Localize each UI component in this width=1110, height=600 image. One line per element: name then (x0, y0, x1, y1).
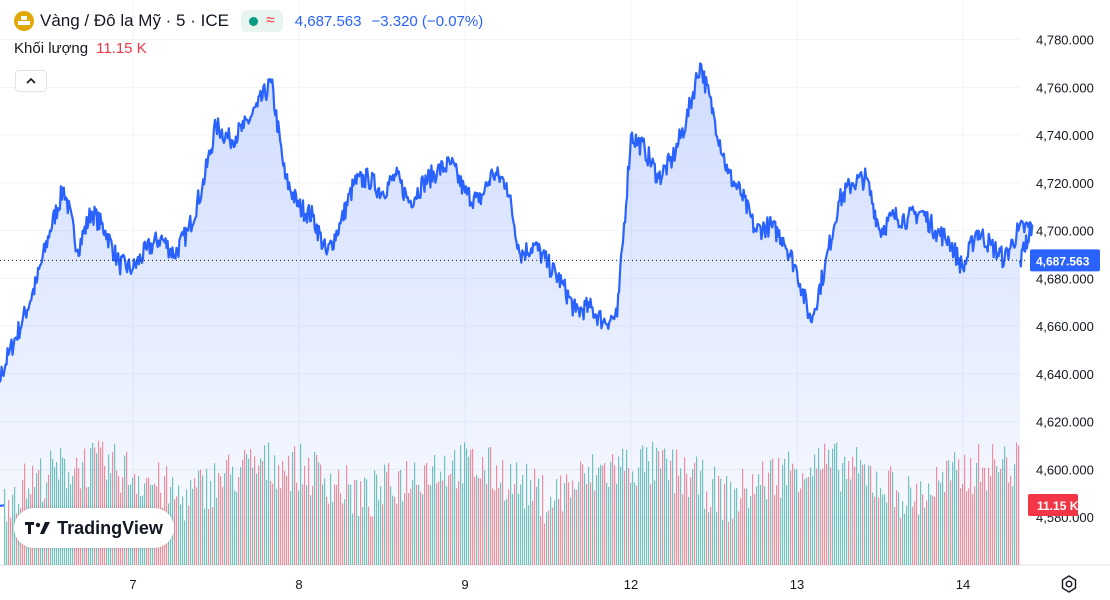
last-price-badge-text: 4,687.563 (1036, 254, 1090, 268)
symbol-header[interactable]: Vàng / Đô la Mỹ · 5 · ICE ≈ 4,687.563 −3… (14, 9, 483, 33)
y-tick-label: 4,740.000 (1036, 128, 1094, 143)
current-price: 4,687.563 (294, 12, 362, 30)
gold-bars-icon (14, 11, 34, 31)
price-change: −3.320 (−0.07%) (371, 12, 484, 30)
x-tick-label: 9 (461, 577, 468, 592)
x-tick-label: 13 (790, 577, 804, 592)
y-tick-label: 4,620.000 (1036, 415, 1094, 430)
gear-icon[interactable] (1059, 574, 1079, 594)
price-line (0, 62, 1034, 508)
y-tick-label: 4,680.000 (1036, 271, 1094, 286)
x-tick-label: 12 (624, 577, 638, 592)
y-tick-label: 4,640.000 (1036, 367, 1094, 382)
x-tick-label: 14 (956, 577, 970, 592)
tradingview-logo-icon (25, 522, 51, 534)
y-tick-label: 4,760.000 (1036, 80, 1094, 95)
market-status-pill[interactable]: ≈ (240, 10, 283, 32)
symbol-title[interactable]: Vàng / Đô la Mỹ · 5 · ICE (40, 11, 229, 30)
y-tick-label: 4,720.000 (1036, 176, 1094, 191)
y-axis[interactable]: 4,580.0004,600.0004,620.0004,640.0004,66… (1036, 33, 1094, 526)
volume-badge: 11.15 K (1028, 494, 1079, 516)
tradingview-logo[interactable]: TradingView (14, 508, 174, 548)
y-tick-label: 4,660.000 (1036, 319, 1094, 334)
x-tick-label: 8 (295, 577, 302, 592)
last-price-badge: 4,687.563 (1030, 249, 1100, 272)
volume-legend[interactable]: Khối lượng 11.15 K (14, 40, 147, 57)
y-tick-label: 4,700.000 (1036, 224, 1094, 239)
dot-icon (248, 16, 258, 26)
volume-label: Khối lượng (14, 40, 89, 57)
y-tick-label: 4,600.000 (1036, 462, 1094, 477)
x-tick-label: 7 (129, 577, 136, 592)
price-area (0, 63, 1033, 565)
y-tick-label: 4,780.000 (1036, 33, 1094, 48)
tradingview-logo-text: TradingView (57, 517, 163, 538)
wave-icon: ≈ (265, 12, 275, 29)
volume-value: 11.15 K (96, 40, 147, 57)
collapse-legend-button[interactable] (15, 70, 47, 92)
chevron-up-icon (26, 77, 36, 84)
x-axis[interactable]: 7 8 9 12 13 14 (129, 577, 970, 592)
volume-badge-text: 11.15 K (1037, 499, 1079, 513)
